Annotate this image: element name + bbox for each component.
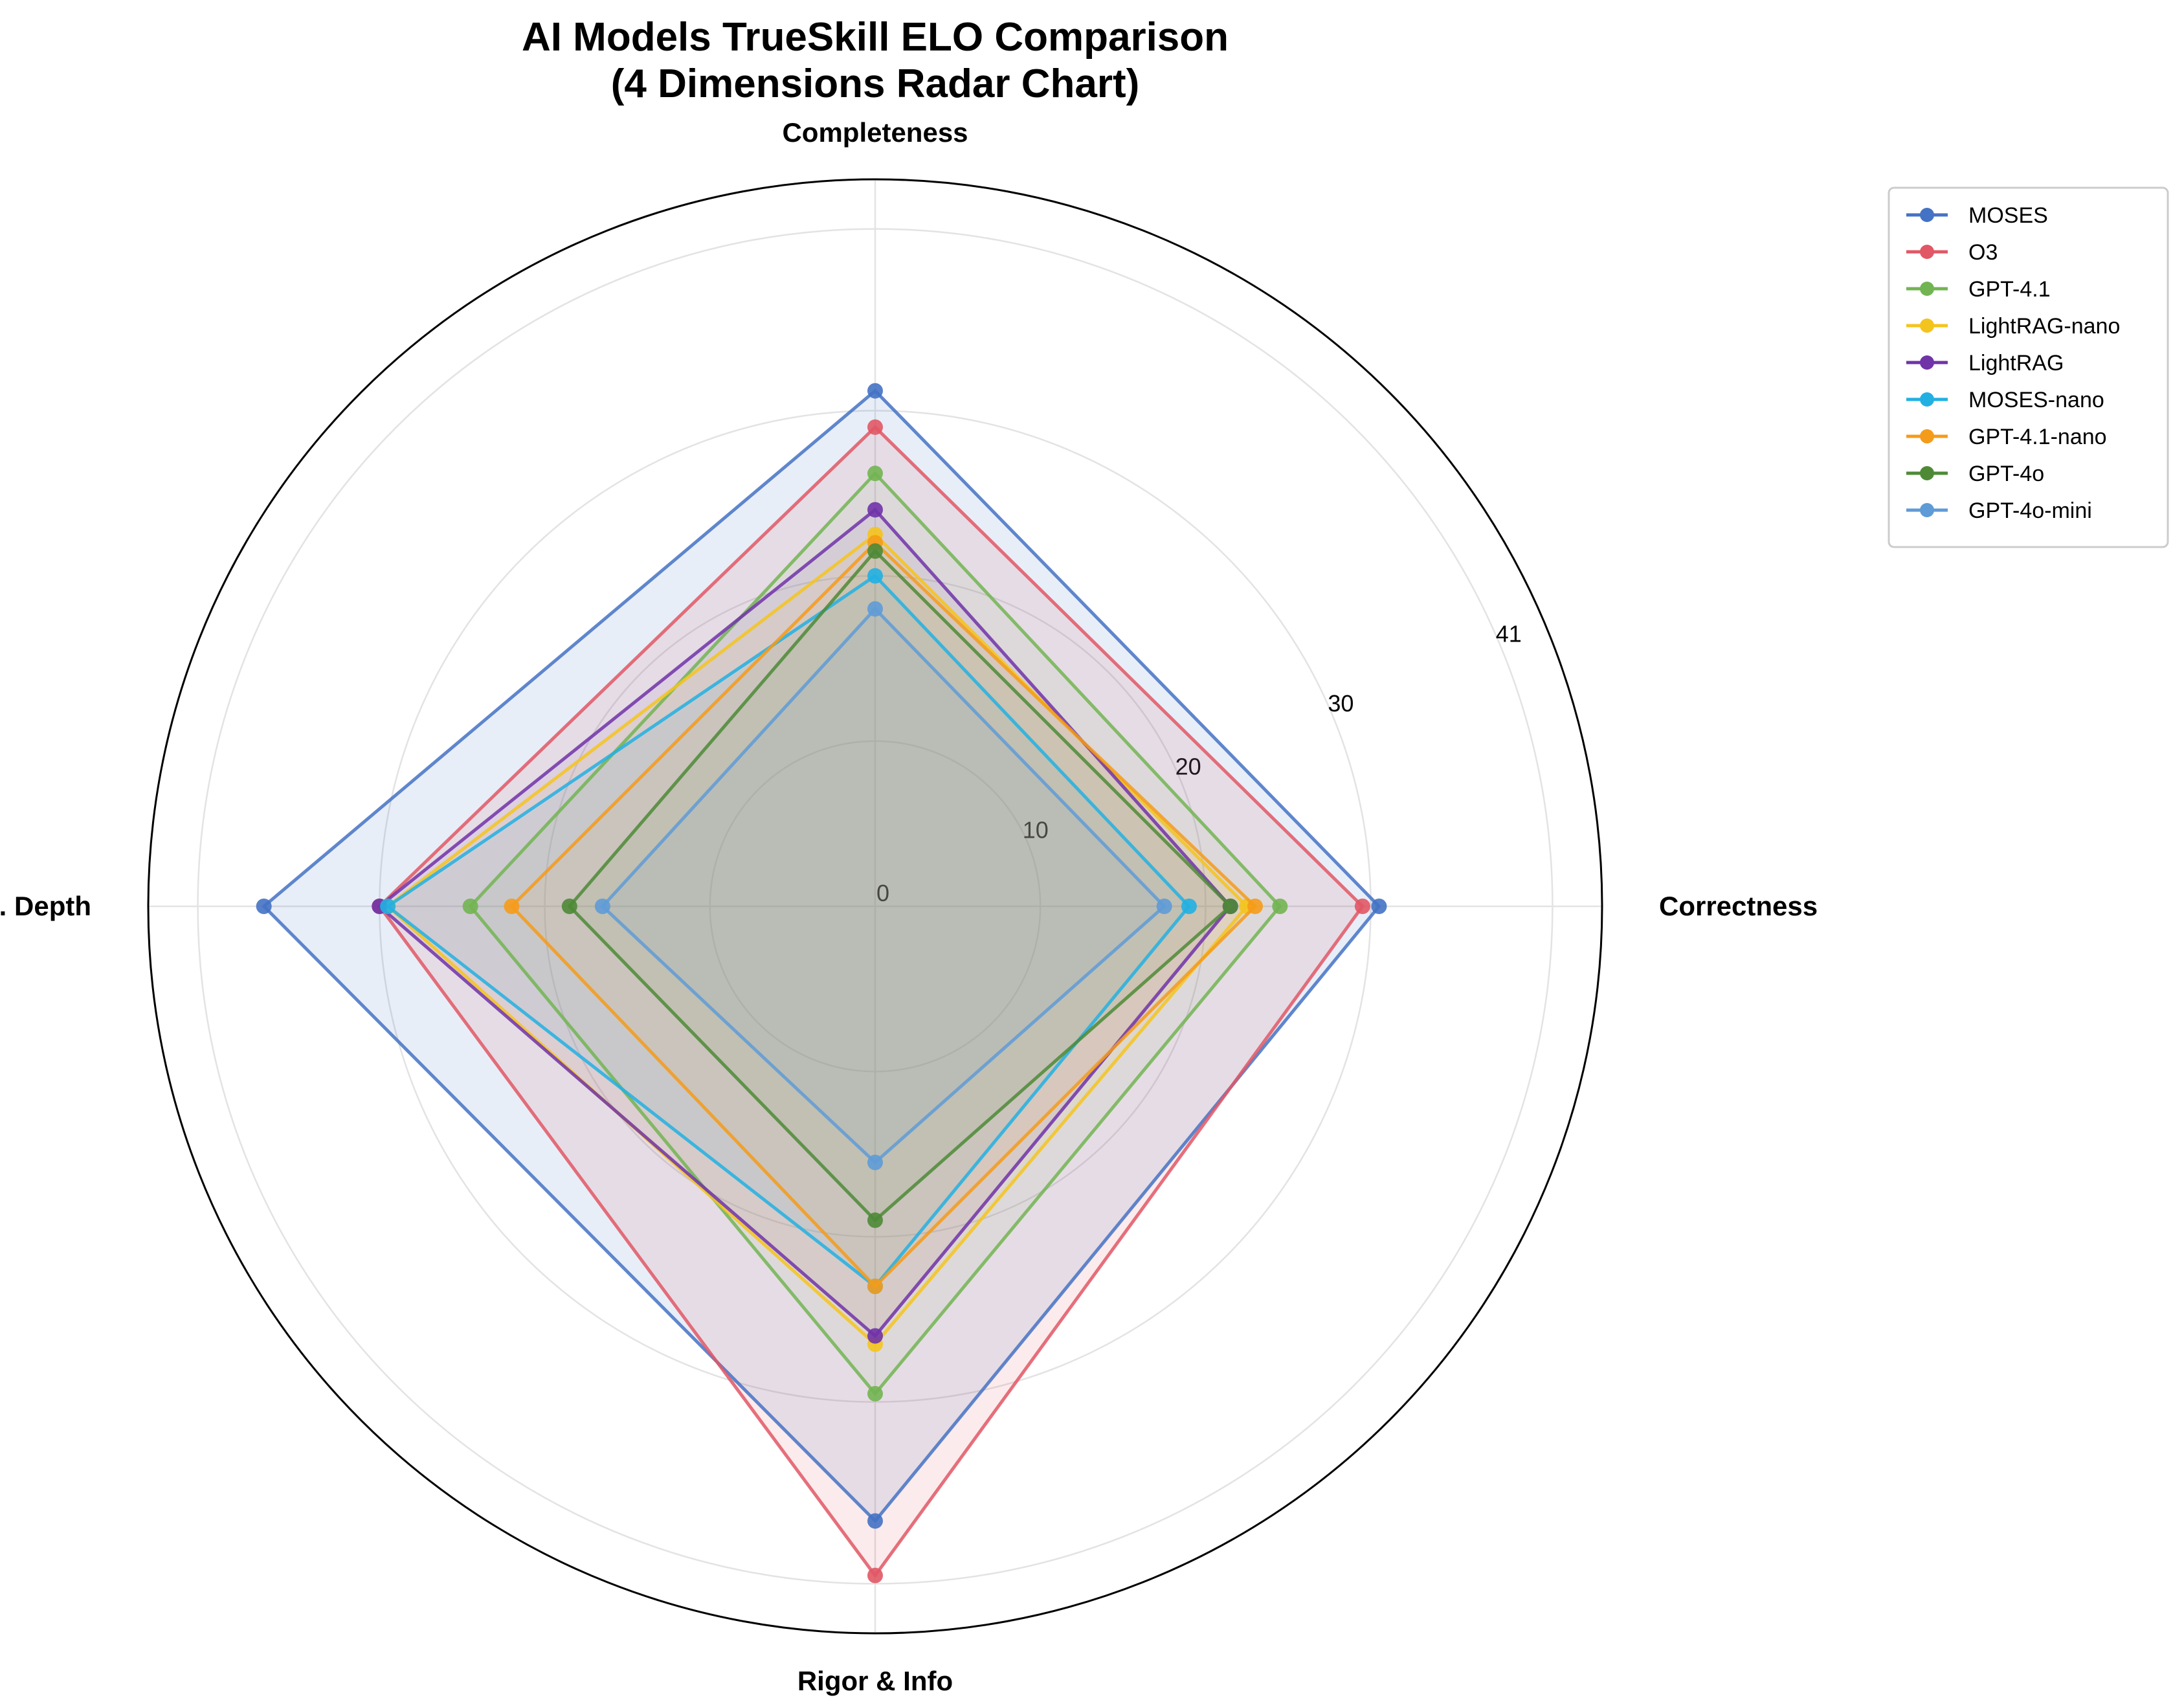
data-point: [867, 419, 883, 435]
data-point: [1181, 899, 1197, 914]
data-point: [1371, 899, 1387, 914]
legend-swatch-marker: [1920, 429, 1934, 443]
series-fill-2: [470, 473, 1280, 1394]
data-point: [867, 601, 883, 617]
axis-labels: Completeness Correctness Rigor & Info Theo.…: [0, 117, 1818, 1696]
radial-tick-label: 10: [1023, 816, 1049, 843]
legend-entry: O3: [1968, 240, 1998, 265]
outer-frame: [147, 178, 1603, 1635]
series-fill-8: [602, 609, 1164, 1163]
chart-title: AI Models TrueSkill ELO Comparison: [522, 15, 1229, 60]
data-point: [867, 1328, 883, 1344]
data-point: [867, 383, 883, 399]
radial-tick-label: 0: [876, 880, 889, 906]
data-point: [867, 1279, 883, 1295]
legend-entry: GPT-4o: [1968, 462, 2044, 486]
radial-tick-labels: 0 10 20 30 41: [876, 621, 1522, 906]
legend-swatch-marker: [1920, 282, 1934, 296]
data-point: [1222, 899, 1238, 914]
legend-entry: GPT-4.1-nano: [1968, 425, 2107, 449]
series-fills: [263, 390, 1379, 1576]
data-point: [867, 502, 883, 518]
legend-swatch-marker: [1920, 503, 1934, 517]
legend-entry: GPT-4o-mini: [1968, 498, 2092, 523]
legend: MOSES O3 GPT-4.1 LightRAG-nano LightRAG MOSES…: [1888, 186, 2169, 548]
legend-swatch-marker: [1920, 355, 1934, 370]
series-fill-5: [388, 576, 1189, 1286]
legend-swatch-marker: [1920, 245, 1934, 259]
data-point: [594, 899, 610, 914]
data-point: [867, 1513, 883, 1529]
legend-entry: MOSES: [1968, 203, 2048, 228]
legend-entry: GPT-4.1: [1968, 277, 2051, 302]
series-fill-7: [569, 551, 1231, 1220]
axis-label: Theo. Depth: [0, 891, 91, 921]
series-lines: [256, 383, 1387, 1583]
data-point: [462, 899, 478, 914]
data-point: [1272, 899, 1288, 914]
legend-swatch-marker: [1920, 319, 1934, 333]
series-fill-4: [379, 509, 1231, 1336]
data-point: [867, 465, 883, 482]
legend-swatch-marker: [1920, 392, 1934, 407]
legend-entry: LightRAG-nano: [1968, 314, 2120, 339]
data-point: [867, 568, 883, 584]
data-point: [561, 899, 577, 914]
chart-subtitle: (4 Dimensions Radar Chart): [611, 62, 1140, 106]
data-point: [256, 899, 272, 914]
data-point: [1156, 899, 1172, 914]
legend-entry: LightRAG: [1968, 351, 2064, 375]
data-point: [867, 543, 883, 559]
axis-label: Rigor & Info: [797, 1666, 953, 1696]
data-point: [1354, 899, 1370, 914]
legend-entry: MOSES-nano: [1968, 388, 2104, 412]
legend-swatch-marker: [1920, 466, 1934, 480]
axis-label: Completeness: [782, 117, 968, 148]
series-fill-3: [388, 534, 1247, 1345]
axis-label: Correctness: [1659, 891, 1818, 921]
data-point: [867, 1212, 883, 1228]
radial-tick-label: 41: [1496, 621, 1522, 647]
data-point: [867, 1154, 883, 1170]
radial-tick-label: 20: [1176, 754, 1201, 780]
series-fill-0: [263, 390, 1379, 1521]
data-point: [380, 899, 396, 914]
data-point: [867, 1385, 883, 1402]
data-point: [504, 899, 520, 914]
radial-tick-label: 30: [1328, 690, 1354, 717]
data-point: [1247, 899, 1264, 914]
legend-frame: [1888, 186, 2169, 548]
data-point: [867, 1567, 883, 1583]
series-fill-1: [379, 427, 1363, 1576]
legend-swatch-marker: [1920, 208, 1934, 222]
